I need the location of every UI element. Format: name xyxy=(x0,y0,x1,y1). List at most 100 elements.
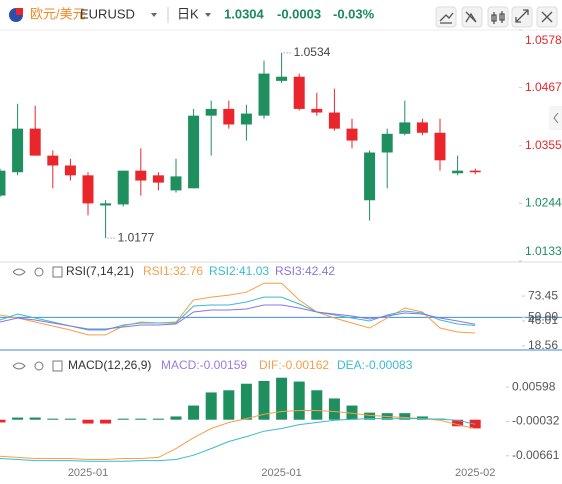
y-tick-label: 1.0355 xyxy=(525,138,562,152)
dropdown-arrow[interactable] xyxy=(205,13,211,17)
macd-bar xyxy=(205,392,217,420)
candle-body xyxy=(29,128,41,156)
candle-body xyxy=(170,176,182,191)
icon xyxy=(541,11,553,23)
y-tick-label: 18.56 xyxy=(528,338,558,352)
candle-body xyxy=(223,108,235,125)
legend-label: RSI2:41.03 xyxy=(209,264,269,278)
candle-body xyxy=(276,76,288,81)
macd-bar xyxy=(311,390,323,420)
macd-bar xyxy=(188,405,200,420)
y-tick-label: -0.00661 xyxy=(512,448,560,462)
legend-label: RSI1:32.76 xyxy=(143,264,203,278)
candle-body xyxy=(64,165,76,176)
collapse-icon xyxy=(553,112,559,124)
eye-icon[interactable] xyxy=(12,268,26,276)
fullscreen-button[interactable] xyxy=(511,6,533,28)
macd-bar xyxy=(12,417,24,420)
change-pct: -0.03% xyxy=(333,6,375,21)
indicator-button[interactable] xyxy=(461,6,483,28)
pair-name[interactable]: 欧元/美元 xyxy=(30,6,86,21)
candle-body xyxy=(311,108,323,113)
candle-body xyxy=(100,203,112,206)
indicator-title: RSI(7,14,21) xyxy=(66,264,134,278)
macd-bar xyxy=(416,416,428,420)
eye-icon[interactable] xyxy=(12,362,26,370)
candle-body xyxy=(117,170,129,205)
y-tick-label: 1.0467 xyxy=(525,80,562,94)
draw-tool-button[interactable] xyxy=(435,6,457,28)
y-tick-label: 1.0244 xyxy=(525,196,562,210)
collapse-handle[interactable] xyxy=(549,106,562,130)
macd-bar xyxy=(100,419,112,424)
legend-label: MACD:-0.00159 xyxy=(161,358,247,372)
candle-body xyxy=(416,122,428,133)
macd-bar xyxy=(240,383,252,420)
candle-body xyxy=(434,132,446,161)
y-tick-label: 1.0578 xyxy=(525,33,562,47)
legend-label: DEA:-0.00083 xyxy=(337,358,413,372)
macd-bar xyxy=(346,405,358,420)
candle-type-button[interactable] xyxy=(487,6,509,28)
info-icon[interactable] xyxy=(52,360,63,372)
candle-body xyxy=(452,170,464,174)
macd-bar xyxy=(47,418,59,420)
candle-body xyxy=(293,76,305,109)
extreme-annotation: 1.0534 xyxy=(294,45,331,59)
x-tick-label: 2025-01 xyxy=(68,467,108,479)
macd-bar xyxy=(399,413,411,420)
y-tick-label: 46.01 xyxy=(528,313,558,327)
info-icon[interactable] xyxy=(52,266,63,278)
candle-body xyxy=(399,122,411,134)
legend-label: RSI3:42.42 xyxy=(275,264,335,278)
y-tick-label: 50.00 xyxy=(528,310,558,324)
candle-body xyxy=(364,152,376,201)
macd-bar xyxy=(258,381,270,420)
candle-body xyxy=(205,108,217,116)
y-tick-label: 0.00598 xyxy=(512,379,556,393)
legend-label: DIF:-0.00162 xyxy=(259,358,329,372)
dropdown-arrow[interactable] xyxy=(151,13,157,17)
symbol[interactable]: EURUSD xyxy=(80,6,135,21)
y-tick-label: -0.00032 xyxy=(512,414,560,428)
candle-body xyxy=(258,73,270,116)
price: 1.0304 xyxy=(224,6,265,21)
candle-body xyxy=(135,170,147,181)
candle-body xyxy=(82,175,94,204)
icon xyxy=(439,12,454,24)
macd-bar xyxy=(29,417,41,420)
x-tick-label: 2025-01 xyxy=(261,467,301,479)
macd-bar xyxy=(135,418,147,420)
change: -0.0003 xyxy=(277,6,321,21)
macd-bar xyxy=(293,381,305,420)
macd-bar xyxy=(170,416,182,420)
extreme-annotation: 1.0177 xyxy=(118,230,155,244)
candle-body xyxy=(0,170,6,196)
candle-body xyxy=(47,155,59,166)
flag-icon xyxy=(16,8,23,15)
macd-bar xyxy=(364,412,376,420)
macd-bar xyxy=(452,419,464,427)
settings-icon[interactable] xyxy=(34,361,44,371)
indicator-line xyxy=(0,418,476,462)
period[interactable]: 日K xyxy=(177,6,199,21)
macd-bar xyxy=(64,418,76,420)
macd-bar xyxy=(117,418,129,420)
settings-icon[interactable] xyxy=(34,267,44,277)
macd-bar xyxy=(152,418,164,420)
x-tick-label: 2025-02 xyxy=(455,467,495,479)
toolbar-icons xyxy=(439,9,553,24)
icon xyxy=(465,11,477,23)
macd-bar xyxy=(82,419,94,424)
macd-bar xyxy=(276,377,288,420)
y-tick-label: 1.0133 xyxy=(525,244,562,258)
candle-body xyxy=(328,112,340,129)
candle-body xyxy=(240,113,252,125)
macd-bar xyxy=(328,398,340,420)
indicator-controls xyxy=(12,266,63,372)
candle-body xyxy=(12,128,24,173)
candle-body xyxy=(381,133,393,153)
y-tick-label: 73.45 xyxy=(528,288,558,302)
macd-bar xyxy=(223,390,235,420)
